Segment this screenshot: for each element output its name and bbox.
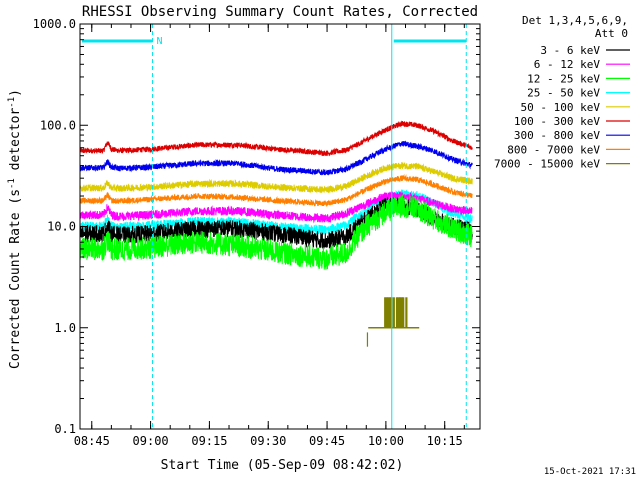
legend-label: 7000 - 15000 keV xyxy=(494,158,600,171)
x-axis-label: Start Time (05-Sep-09 08:42:02) xyxy=(161,458,404,473)
y-axis-label: Corrected Count Rate (s-1 detector-1) xyxy=(7,89,23,369)
series-7000-bar xyxy=(388,297,392,328)
series-7000-bar xyxy=(395,297,399,328)
series-7000-bar xyxy=(399,297,402,328)
series-7000-bar xyxy=(405,297,408,328)
series-7000-bar xyxy=(387,297,390,328)
y-tick-label: 0.1 xyxy=(54,422,76,436)
x-tick-label: 09:45 xyxy=(309,434,345,448)
series-7000-bar xyxy=(384,297,387,328)
series-7000-bar xyxy=(392,297,395,328)
series-7000-bar xyxy=(385,297,388,328)
series-50to100keV-line xyxy=(80,162,473,194)
x-axis: 08:45 09:00 09:15 09:30 09:45 10:00 10:15 xyxy=(74,24,465,448)
series-group xyxy=(80,120,473,347)
series-300to800keV-line xyxy=(80,140,473,176)
x-tick-label: 10:00 xyxy=(368,434,404,448)
legend-header: Det 1,3,4,5,6,9, xyxy=(522,14,628,27)
plot-area: N 0.1 1.0 10.0 100.0 1000.0 08:45 09:00 09:15 09:… xyxy=(33,17,481,448)
legend-label: 12 - 25 keV xyxy=(527,72,600,85)
x-tick-label: 08:45 xyxy=(74,434,110,448)
legend-label: 25 - 50 keV xyxy=(527,87,600,100)
legend-label: 6 - 12 keV xyxy=(534,58,601,71)
annotation-letter: N xyxy=(156,36,162,47)
timestamp: 15-Oct-2021 17:31 xyxy=(544,467,636,477)
series-12to25keV-line xyxy=(80,194,473,270)
x-tick-label: 09:00 xyxy=(133,434,169,448)
series-800to7000keV-line xyxy=(80,173,473,207)
chart-title: RHESSI Observing Summary Count Rates, Co… xyxy=(82,4,478,20)
x-tick-label: 10:15 xyxy=(427,434,463,448)
y-tick-label: 1000.0 xyxy=(33,17,76,31)
y-axis: 0.1 1.0 10.0 100.0 1000.0 xyxy=(33,17,480,436)
legend-label: 800 - 7000 keV xyxy=(507,143,600,156)
x-tick-label: 09:30 xyxy=(250,434,286,448)
y-tick-label: 1.0 xyxy=(54,321,76,335)
legend-label: 100 - 300 keV xyxy=(514,115,600,128)
legend-label: 3 - 6 keV xyxy=(540,44,600,57)
x-tick-label: 09:15 xyxy=(191,434,227,448)
legend-label: 300 - 800 keV xyxy=(514,129,600,142)
series-7000-bar xyxy=(400,297,403,328)
legend-header: Att 0 xyxy=(595,27,628,40)
series-6to12keV-line xyxy=(80,191,473,224)
y-tick-label: 10.0 xyxy=(47,220,76,234)
legend-label: 50 - 100 keV xyxy=(521,101,601,114)
series-100to300keV-line xyxy=(80,120,473,157)
series-7000-bar xyxy=(402,297,405,328)
series-7000-bar xyxy=(397,297,400,328)
y-tick-label: 100.0 xyxy=(40,118,76,132)
